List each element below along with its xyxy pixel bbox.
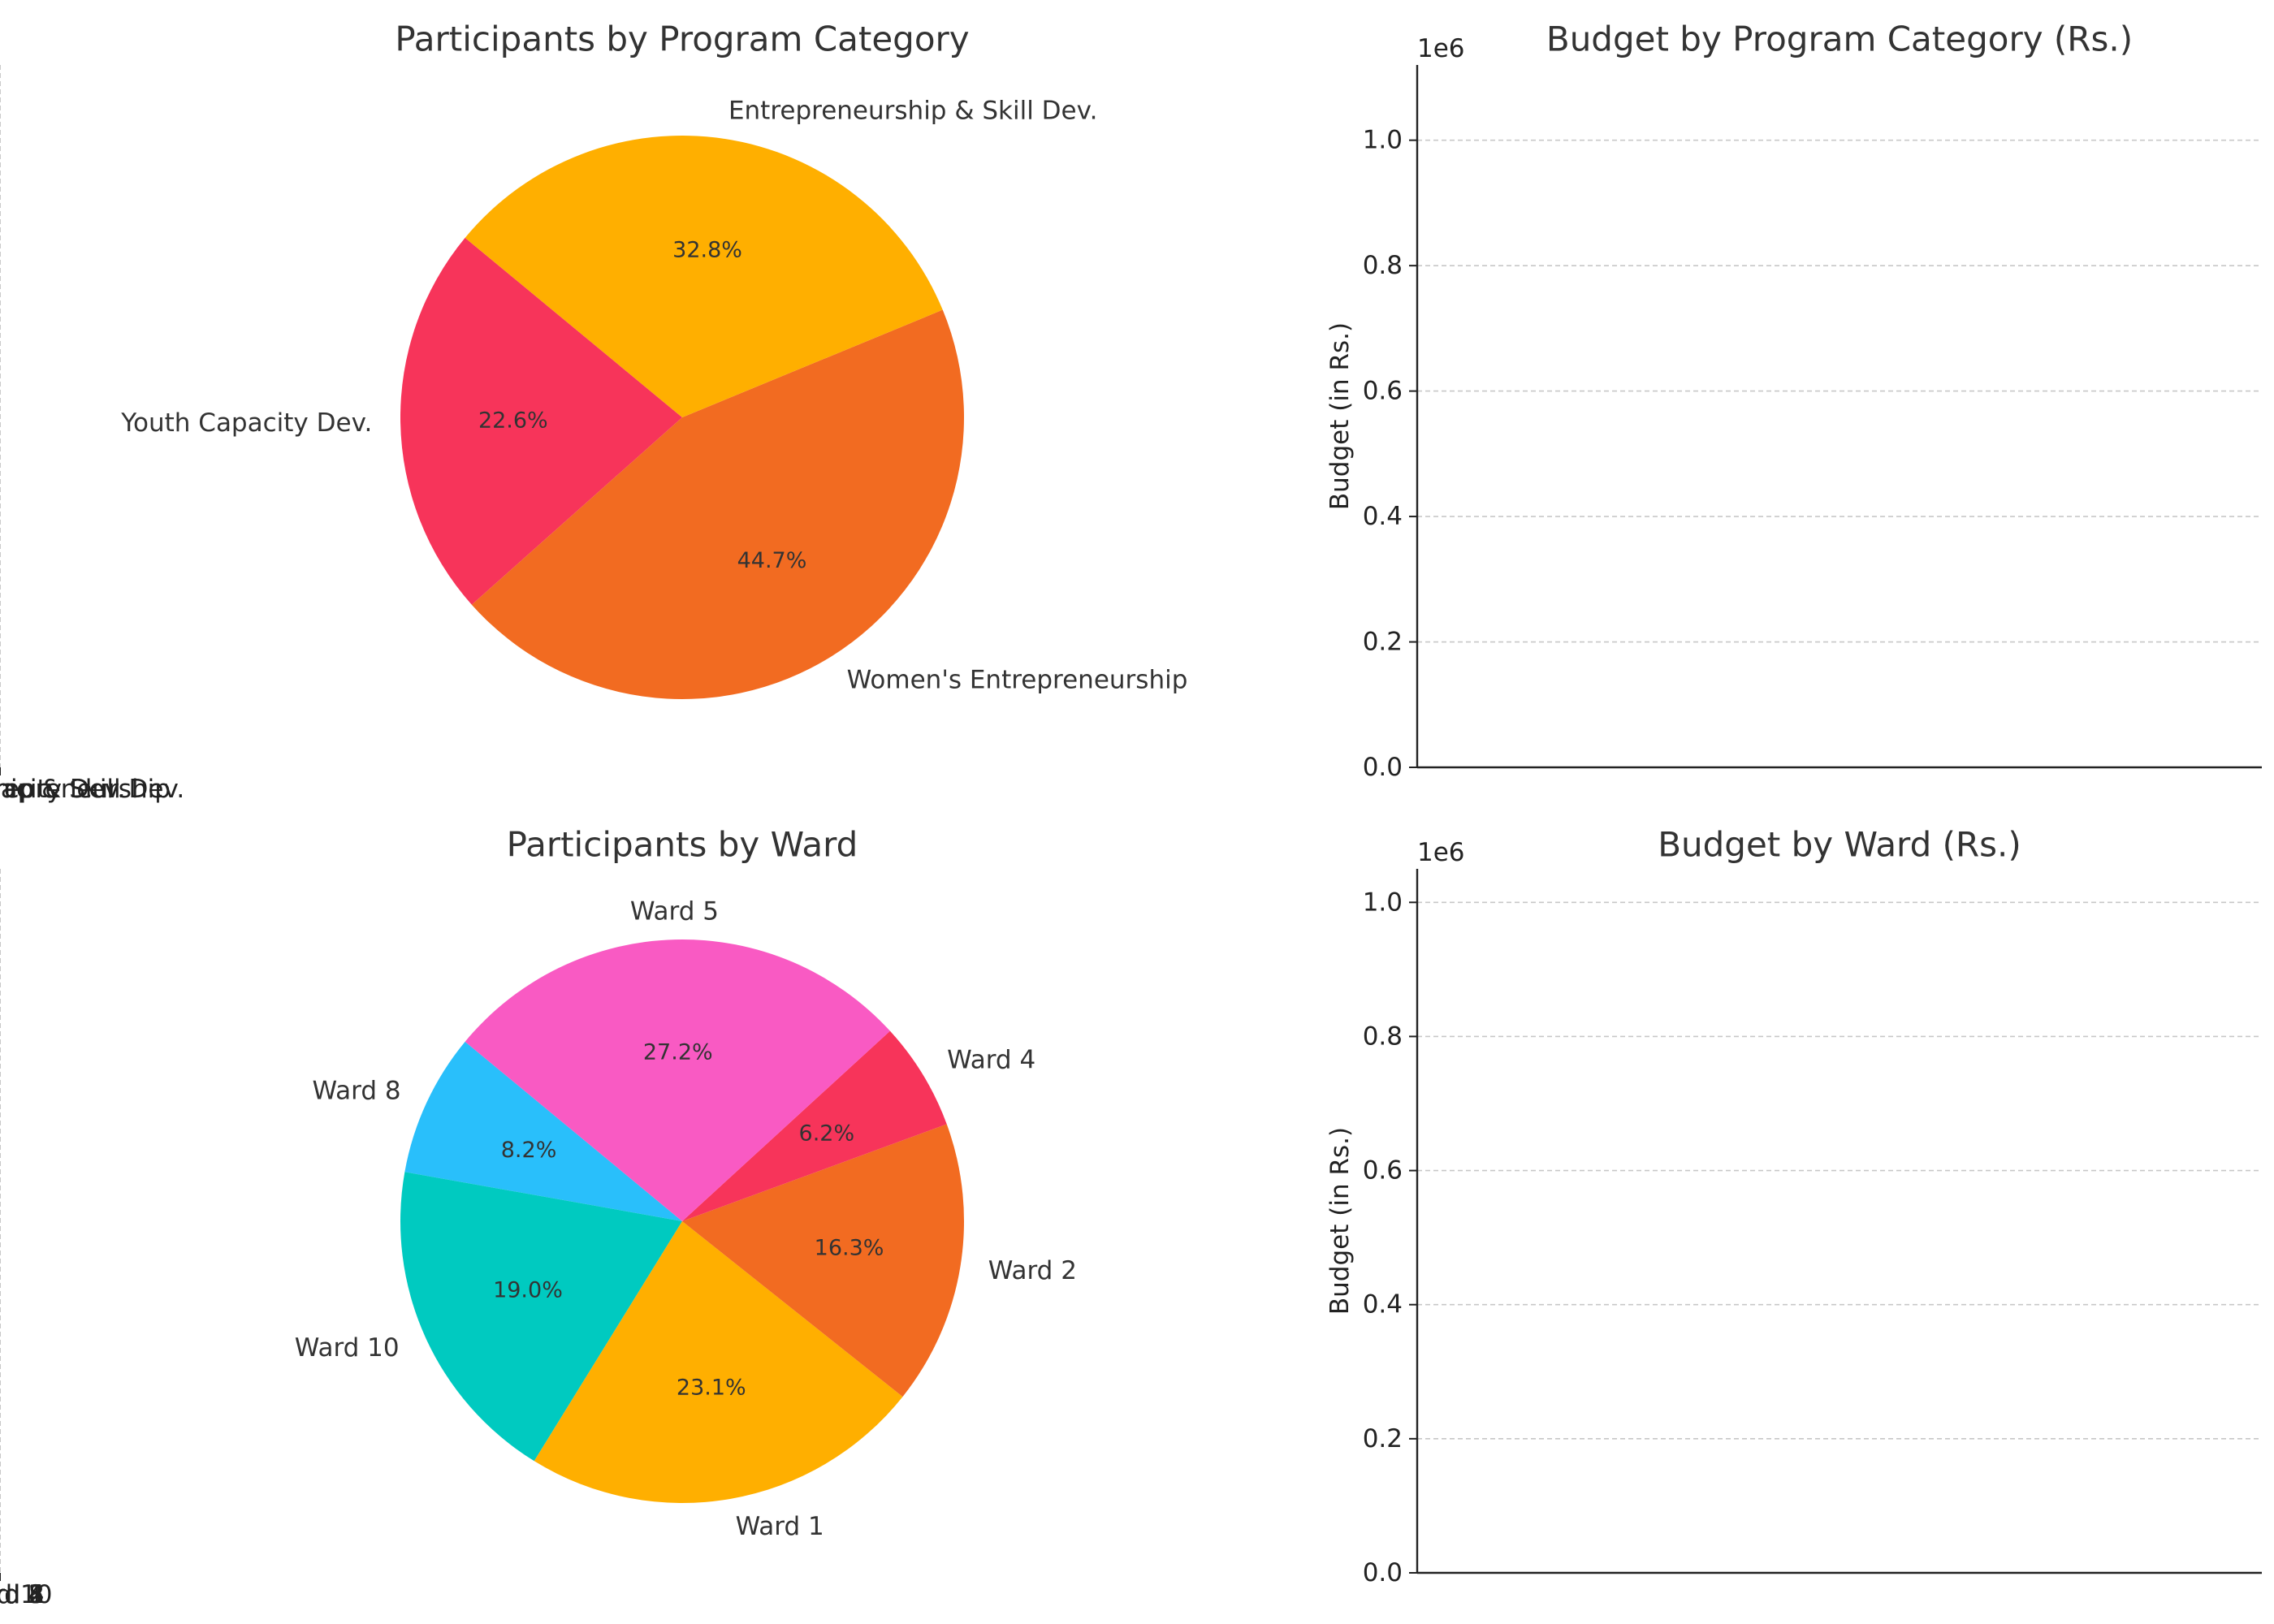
pie-slice [404, 1041, 682, 1221]
slice-percent-label: 32.8% [672, 238, 742, 263]
pie-chart-ward: Participants by Ward Ward 8 8.2% Ward 10 19.… [295, 825, 1077, 1542]
x-tick-label: Ward 2 [0, 1580, 45, 1609]
slice-percent-label: 16.3% [815, 1236, 884, 1261]
pie-slice [465, 136, 943, 417]
pie-slice [400, 237, 682, 605]
pie-slice [465, 939, 890, 1221]
slice-label: Youth Capacity Dev. [120, 408, 372, 438]
slice-label: Ward 1 [736, 1512, 824, 1541]
slice-percent-label: 8.2% [501, 1138, 557, 1163]
y-tick-label: 0.2 [1363, 628, 1403, 657]
slice-label: Entrepreneurship & Skill Dev. [728, 97, 1097, 126]
y-axis-label: Budget (in Rs.) [1325, 1127, 1355, 1315]
pie-slice [400, 1172, 682, 1462]
bar-chart-ward-budget: Budget by Ward (Rs.) 0.0 0.2 0.4 0.6 0.8 1.0 Wa… [0, 825, 2262, 1609]
slice-label: Ward 2 [988, 1256, 1077, 1285]
y-tick-label: 0.4 [1363, 502, 1403, 531]
x-tick-label: Ward 8 [0, 1580, 45, 1609]
slice-label: Women's Entrepreneurship [847, 665, 1188, 694]
y-tick-label: 0.8 [1363, 1021, 1403, 1051]
y-tick-label: 0.0 [1363, 753, 1403, 782]
x-tick-label: Entrepreneurship & Skill Dev. [0, 775, 184, 804]
pie-slice [534, 1221, 903, 1503]
y-tick-label: 1.0 [1363, 888, 1403, 917]
axis-offset-label: 1e6 [1417, 838, 1465, 867]
slice-percent-label: 19.0% [493, 1278, 563, 1303]
slice-label: Ward 10 [295, 1333, 400, 1363]
slice-percent-label: 27.2% [643, 1039, 713, 1065]
y-tick-label: 0.8 [1363, 251, 1403, 280]
pie-chart-program-category: Participants by Program Category Youth Ca… [120, 19, 1187, 699]
x-tick-label: Ward 1 [0, 1580, 45, 1609]
chart-title: Participants by Program Category [395, 19, 969, 59]
slice-percent-label: 44.7% [737, 548, 807, 573]
y-tick-label: 0.6 [1363, 1156, 1403, 1186]
y-axis-label: Budget (in Rs.) [1325, 322, 1355, 510]
pie-slice [682, 1030, 947, 1221]
x-tick-label: Ward 4 [0, 1580, 45, 1609]
axis-offset-label: 1e6 [1417, 34, 1465, 63]
slice-percent-label: 6.2% [799, 1121, 855, 1146]
y-tick-label: 0.0 [1363, 1558, 1403, 1587]
bar-chart-program-budget: Budget by Program Category (Rs.) 0.0 0.2 0.… [0, 19, 2262, 804]
pie-slice [682, 1124, 964, 1397]
x-tick-label: Youth Capacity Dev. [0, 775, 126, 804]
pie-slice [471, 309, 964, 699]
slice-label: Ward 4 [947, 1046, 1035, 1075]
slice-percent-label: 23.1% [677, 1376, 746, 1401]
slice-label: Ward 8 [312, 1077, 400, 1106]
y-tick-label: 0.2 [1363, 1424, 1403, 1453]
x-tick-label: Ward 10 [0, 1580, 52, 1609]
slice-percent-label: 22.6% [478, 408, 548, 433]
y-tick-label: 0.6 [1363, 377, 1403, 406]
x-tick-label: Women's Entrepreneurship [0, 775, 171, 804]
chart-title: Budget by Program Category (Rs.) [1546, 19, 2133, 59]
y-tick-label: 0.4 [1363, 1290, 1403, 1320]
y-tick-label: 1.0 [1363, 126, 1403, 155]
slice-label: Ward 5 [630, 896, 719, 926]
x-tick-label: Ward 5 [0, 1580, 45, 1609]
chart-title: Participants by Ward [507, 825, 858, 865]
chart-title: Budget by Ward (Rs.) [1658, 825, 2021, 865]
